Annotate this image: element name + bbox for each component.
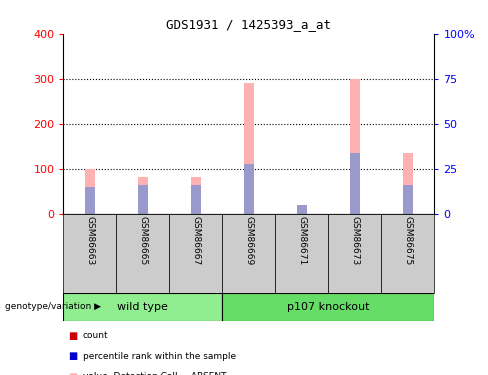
Bar xyxy=(403,184,412,214)
Text: count: count xyxy=(83,331,109,340)
Bar xyxy=(138,184,148,214)
Bar xyxy=(223,214,275,292)
Text: ■: ■ xyxy=(68,331,78,340)
Text: wild type: wild type xyxy=(118,302,168,312)
Bar xyxy=(297,205,306,214)
Text: GSM86673: GSM86673 xyxy=(350,216,359,266)
Bar xyxy=(275,214,328,292)
Bar xyxy=(117,214,169,292)
Bar xyxy=(244,83,254,214)
Bar xyxy=(328,214,381,292)
Text: p107 knockout: p107 knockout xyxy=(287,302,369,312)
Bar xyxy=(381,214,434,292)
Bar xyxy=(85,187,95,214)
Bar xyxy=(85,169,95,214)
Text: GSM86671: GSM86671 xyxy=(297,216,306,266)
Bar xyxy=(244,164,254,214)
Bar xyxy=(297,205,306,214)
Text: GSM86663: GSM86663 xyxy=(85,216,95,266)
Bar xyxy=(350,153,360,214)
Bar xyxy=(350,79,360,214)
Bar xyxy=(169,214,223,292)
Text: GSM86675: GSM86675 xyxy=(403,216,412,266)
Title: GDS1931 / 1425393_a_at: GDS1931 / 1425393_a_at xyxy=(166,18,331,31)
Bar xyxy=(191,177,201,214)
Text: GSM86667: GSM86667 xyxy=(191,216,201,266)
Bar xyxy=(63,292,223,321)
Text: ■: ■ xyxy=(68,372,78,375)
Text: ■: ■ xyxy=(68,351,78,361)
Text: value, Detection Call = ABSENT: value, Detection Call = ABSENT xyxy=(83,372,226,375)
Bar xyxy=(63,214,117,292)
Text: percentile rank within the sample: percentile rank within the sample xyxy=(83,352,236,361)
Text: GSM86665: GSM86665 xyxy=(139,216,147,266)
Text: GSM86669: GSM86669 xyxy=(244,216,253,266)
Bar xyxy=(403,153,412,214)
Text: genotype/variation ▶: genotype/variation ▶ xyxy=(5,302,101,311)
Bar xyxy=(191,184,201,214)
Bar xyxy=(223,292,434,321)
Bar xyxy=(138,177,148,214)
